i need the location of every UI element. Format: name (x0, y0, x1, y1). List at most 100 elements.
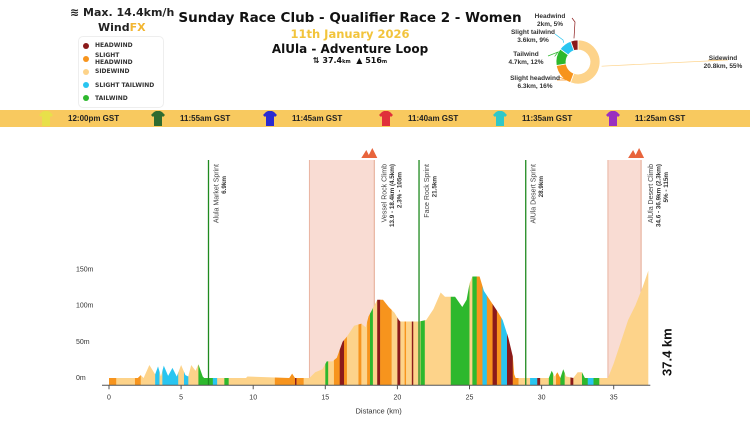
pie-label-value: 6.3km, 16% (517, 83, 552, 90)
legend-item: SIDEWIND (83, 65, 159, 78)
legend-label: SLIGHT HEADWIND (94, 51, 133, 66)
y-tick-label: 150m (76, 266, 94, 273)
wind-segment (188, 270, 199, 386)
wind-segment (228, 270, 276, 386)
pie-slice (570, 39, 579, 52)
wind-segment (472, 270, 478, 386)
wind-segment (593, 270, 600, 386)
jersey-start-time: 11:40am GST (378, 111, 458, 126)
climb-icon (361, 148, 378, 158)
route-name: AlUla - Adventure Loop (271, 42, 429, 56)
wind-legend: HEADWIND SLIGHT HEADWIND SIDEWIND SLIGHT TA… (78, 36, 164, 108)
wind-segment (404, 270, 407, 386)
wind-segment (109, 270, 117, 386)
wind-segment (512, 270, 519, 386)
legend-dot (83, 68, 89, 75)
mountain-shape (628, 150, 638, 158)
start-time: 11:35am GST (522, 114, 573, 123)
total-distance-label: 37.4 km (659, 328, 674, 376)
pie-label-value: 4.7km, 12% (508, 59, 543, 66)
wind-segment (391, 270, 398, 386)
wind-segment (482, 270, 488, 386)
legend-label: TAILWIND (95, 94, 128, 102)
wind-segment (411, 270, 414, 386)
wind-segment (397, 270, 401, 386)
wind-segment (587, 270, 594, 386)
wind-segment (380, 270, 392, 386)
y-tick-label: 50m (76, 339, 90, 346)
wind-segment (296, 270, 304, 386)
windfx-logo: WindFX (98, 21, 146, 34)
sprint-name: Face Rock Sprint (424, 164, 431, 218)
max-wind-text: Max. 14.4km/h (83, 6, 175, 19)
legend-item: SLIGHT TAILWIND (83, 79, 159, 92)
sprint-name: AlUla Desert Sprint (531, 164, 538, 224)
wind-segment (506, 270, 514, 386)
climb-stats: 5% - 115m (663, 172, 670, 203)
climb-name: AlUla Desert Climb (648, 164, 655, 223)
elevation-value: 516 (365, 56, 382, 65)
x-tick-label: 0 (107, 394, 111, 401)
label-bg (210, 160, 229, 230)
label-bg (421, 160, 440, 230)
sprint-km: 21.5km (432, 176, 439, 198)
start-time: 11:25am GST (635, 114, 686, 123)
wind-segment (400, 270, 405, 386)
wind-segment (501, 270, 508, 386)
wind-segment (361, 270, 368, 386)
wind-segment (469, 270, 473, 386)
pie-label-name: Slight tailwind (511, 29, 555, 36)
label-bg (646, 161, 672, 247)
wind-segment (346, 270, 359, 386)
page-title: Sunday Race Club - Qualifier Race 2 - Wo… (178, 10, 522, 26)
brand-main: Wind (98, 21, 130, 34)
pie-leader-line (547, 51, 560, 57)
wind-segment (295, 270, 297, 386)
x-tick-label: 35 (610, 394, 618, 401)
wind-segment (116, 270, 136, 386)
wind-segment (372, 270, 378, 386)
jersey-start-time: 11:25am GST (605, 111, 685, 126)
wind-icon: ≋ (70, 6, 84, 19)
label-bg (527, 160, 546, 230)
max-wind: ≋ Max. 14.4km/h (70, 6, 174, 19)
sprint-name: Alula Market Sprint (213, 164, 220, 223)
jersey-start-time: 11:45am GST (262, 111, 342, 126)
mountain-shape (367, 148, 378, 158)
wind-segment (450, 270, 470, 386)
climb-range: 34.6 - 36.9km (2.3km) (656, 164, 663, 227)
distance-value: 37.4 (322, 56, 343, 65)
race-date: 11th January 2026 (290, 27, 410, 41)
jersey-start-time: 11:35am GST (492, 111, 572, 126)
header: Sunday Race Club - Qualifier Race 2 - Wo… (150, 10, 550, 65)
sprint-km: 6.9km (221, 176, 228, 194)
climb-range: 13.9 - 18.4km (4.5km) (389, 164, 396, 227)
wind-segment (178, 270, 185, 386)
wind-segment (581, 270, 589, 386)
climb-name: Vessel Rock Climb (381, 164, 388, 222)
jersey-icon (493, 111, 507, 126)
wind-segment (358, 270, 362, 386)
wind-segments (109, 270, 649, 386)
legend-label: SLIGHT TAILWIND (95, 81, 155, 89)
wind-segment (420, 270, 426, 386)
x-tick-label: 20 (394, 394, 402, 401)
wind-segment (548, 270, 554, 386)
x-axis-label: Distance (km) (356, 406, 403, 415)
wind-segment (183, 270, 189, 386)
jersey-icon (151, 111, 165, 126)
pie-slice (569, 39, 601, 85)
start-times-banner: 12:00pm GST 11:55am GST 11:45am GST 11:40am… (0, 110, 750, 127)
sprint-km: 28.9km (538, 176, 545, 198)
pie-label-value: 3.6km, 9% (517, 37, 549, 44)
wind-segment (406, 270, 413, 386)
route-stats: ⇅ 37.4km ▲ 516m (150, 56, 550, 65)
pie-leader-line (601, 59, 729, 67)
mountain-shape (361, 150, 371, 158)
wind-segment (377, 270, 381, 386)
start-time: 11:40am GST (408, 114, 459, 123)
wind-segment (134, 270, 142, 386)
wind-segment (155, 270, 160, 386)
wind-segment (413, 270, 421, 386)
